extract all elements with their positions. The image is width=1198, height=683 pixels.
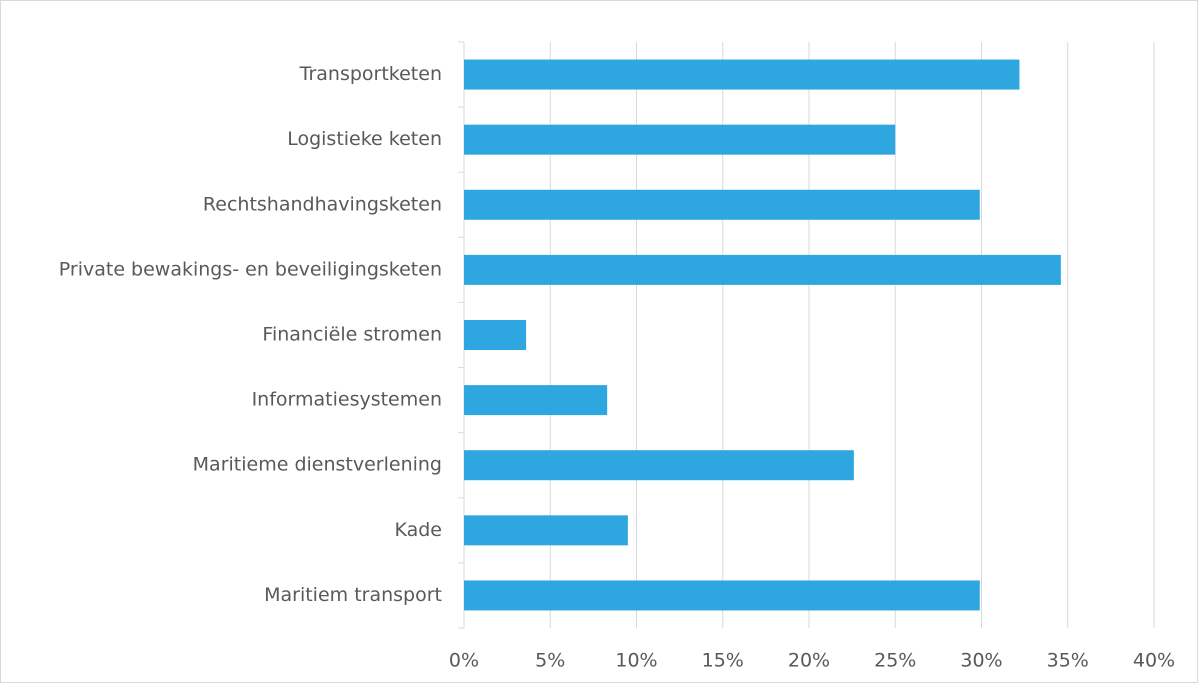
bar	[464, 320, 527, 350]
y-tick-label: Informatiesystemen	[252, 389, 442, 411]
y-tick-label: Maritiem transport	[264, 584, 442, 606]
x-tick-label: 0%	[449, 650, 479, 672]
x-tick-label: 15%	[702, 650, 744, 672]
bar	[464, 385, 608, 416]
x-tick-label: 40%	[1133, 650, 1175, 672]
bar	[464, 515, 628, 546]
x-tick-label: 25%	[874, 650, 916, 672]
bar	[464, 59, 1020, 90]
x-tick-label: 5%	[535, 650, 565, 672]
bar	[464, 124, 896, 155]
x-tick-label: 10%	[615, 650, 657, 672]
y-tick-label: Rechtshandhavingsketen	[203, 193, 442, 215]
y-tick-label: Maritieme dienstverlening	[193, 454, 442, 476]
y-tick-label: Transportketen	[299, 63, 442, 85]
bar	[464, 450, 854, 481]
y-tick-label: Kade	[394, 519, 442, 541]
bar	[464, 580, 980, 611]
bar	[464, 189, 980, 220]
y-tick-label: Logistieke keten	[287, 128, 442, 150]
x-tick-label: 35%	[1047, 650, 1089, 672]
bar	[464, 254, 1061, 285]
y-tick-label: Financiële stromen	[262, 324, 442, 346]
x-tick-label: 30%	[960, 650, 1002, 672]
y-tick-label: Private bewakings- en beveiligingsketen	[59, 258, 442, 280]
x-tick-label: 20%	[788, 650, 830, 672]
